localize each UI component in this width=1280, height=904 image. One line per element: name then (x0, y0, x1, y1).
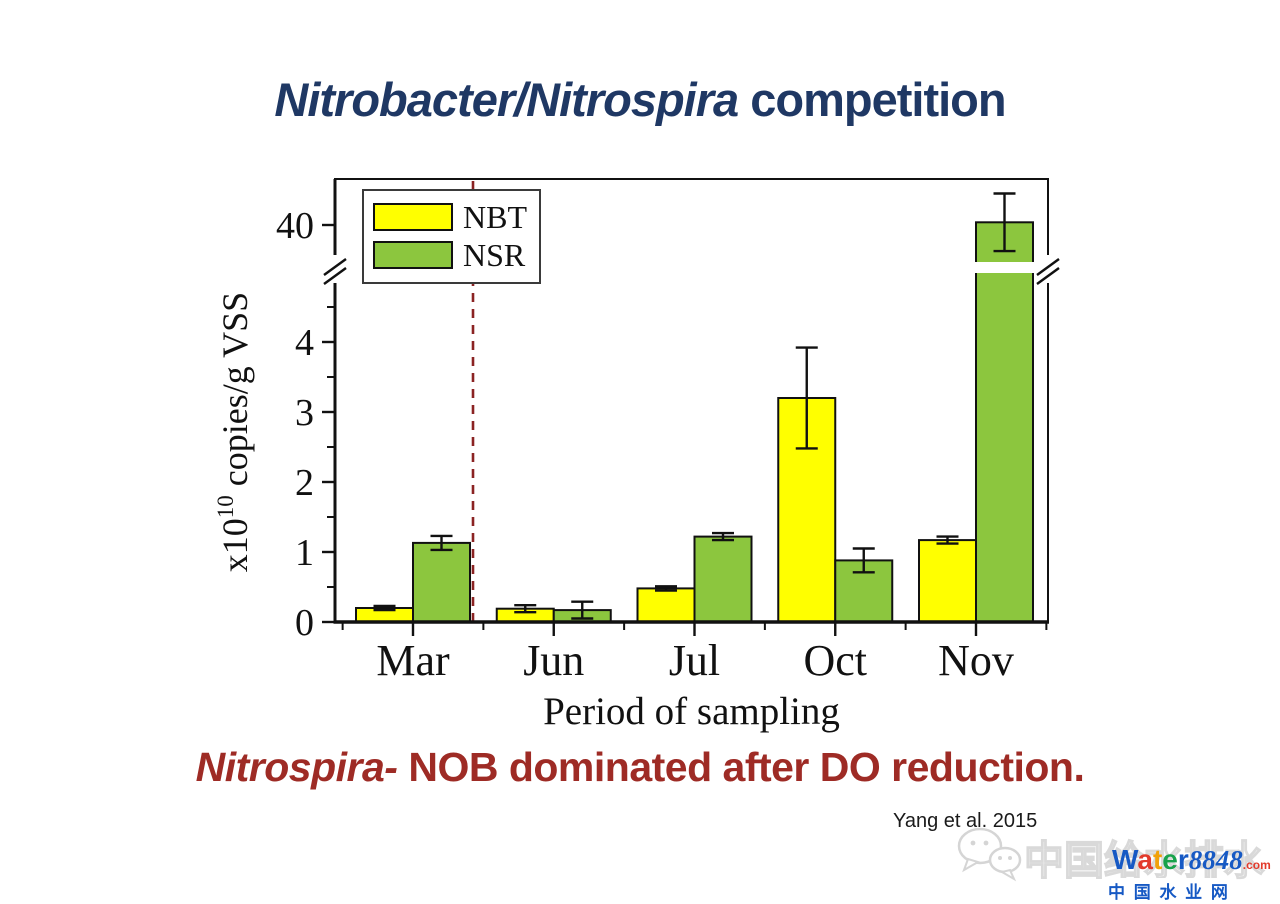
legend-label-nsr: NSR (463, 237, 526, 273)
legend-swatch-nbt (373, 203, 453, 231)
logo-letter: W (1112, 844, 1138, 875)
x-tick-label-Mar: Mar (376, 636, 450, 685)
bar-NBT-Nov (918, 539, 977, 623)
water8848-logo: Water8848.com (1112, 844, 1271, 876)
legend-item-nbt: NBT (373, 198, 527, 236)
water8848-number: 8848 (1188, 845, 1243, 875)
bar-NSR-Nov (975, 221, 1034, 624)
conclusion-rest: NOB dominated after DO reduction. (397, 744, 1085, 790)
legend-label-nbt: NBT (463, 199, 527, 235)
slide-title-genus: Nitrobacter/Nitrospira (274, 73, 739, 126)
x-tick-label-Oct: Oct (803, 636, 867, 685)
x-axis-title: Period of sampling (543, 690, 840, 733)
citation-text: Yang et al. 2015 (893, 810, 1038, 832)
y-tick-label: 2 (295, 462, 314, 504)
axis-break-slash (1036, 258, 1060, 276)
bar-NBT-Jul (636, 587, 696, 624)
axis-break-stripe (974, 262, 1035, 273)
logo-letter: e (1162, 844, 1178, 875)
axis-break-slash (323, 258, 347, 276)
axis-break-gap (1045, 255, 1051, 283)
y-axis-title: x1010 copies/g VSS (213, 292, 255, 572)
watermark-subtitle: 中 国 水 业 网 (1108, 878, 1230, 903)
y-tick-label: 1 (295, 532, 314, 574)
conclusion-genus: Nitrospira- (195, 744, 398, 790)
y-tick-label: 3 (295, 392, 314, 434)
conclusion-text: Nitrospira- NOB dominated after DO reduc… (0, 744, 1280, 791)
bar-NSR-Mar (412, 541, 471, 624)
chart-legend: NBT NSR (362, 189, 541, 284)
chat-bubbles-icon (957, 827, 1022, 882)
x-tick-label-Nov: Nov (938, 636, 1014, 685)
bar-NSR-Jul (693, 535, 753, 623)
slide-title-rest: competition (738, 73, 1006, 126)
axis-break-slash (1036, 267, 1060, 285)
watermark-site-name: 中国给水排水 (1023, 838, 1265, 884)
legend-item-nsr: NSR (373, 236, 527, 274)
y-tick-label-upper: 40 (276, 205, 314, 247)
legend-swatch-nsr (373, 241, 453, 269)
slide-title: Nitrobacter/Nitrospira competition (0, 72, 1280, 127)
watermark: 中国给水排水 Water8848.com 中 国 水 业 网 (957, 822, 1272, 903)
x-tick-label-Jul: Jul (669, 636, 720, 685)
x-tick-label-Jun: Jun (523, 636, 584, 685)
axis-break-gap (332, 255, 338, 283)
water8848-word: Water (1112, 844, 1189, 875)
logo-letter: r (1177, 844, 1189, 875)
y-tick-label: 0 (295, 602, 314, 644)
y-tick-label: 4 (295, 322, 314, 364)
logo-letter: a (1137, 844, 1153, 875)
water8848-tld: .com (1242, 858, 1271, 872)
logo-letter: t (1152, 844, 1163, 875)
axis-break-slash (323, 267, 347, 285)
